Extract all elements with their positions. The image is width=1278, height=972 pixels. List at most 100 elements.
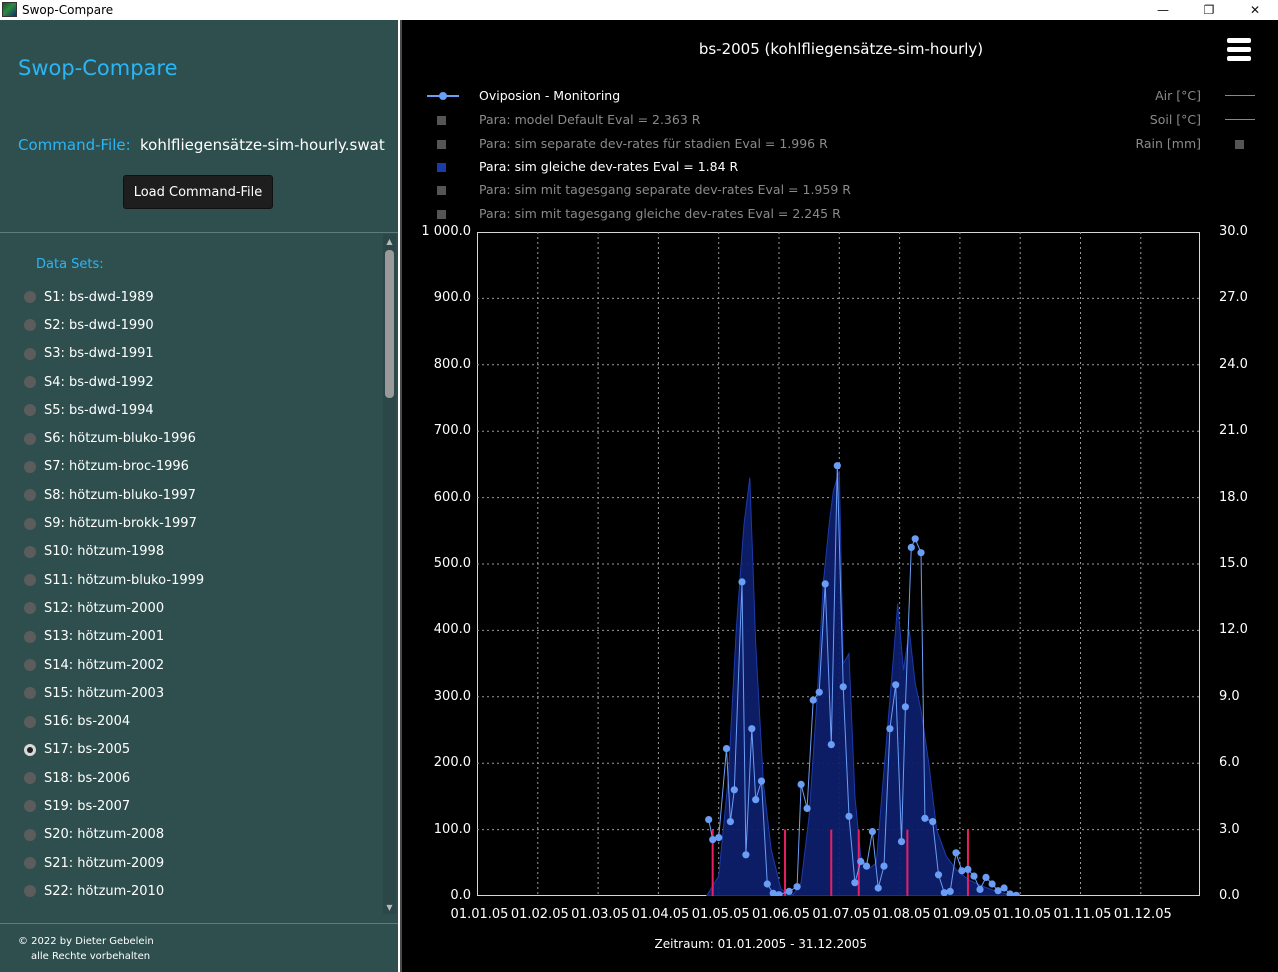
legend-right-label[interactable]: Soil [°C] xyxy=(1149,112,1201,127)
monitoring-point xyxy=(907,543,915,551)
dataset-radio[interactable] xyxy=(24,630,36,643)
legend-label[interactable]: Para: sim mit tagesgang gleiche dev-rate… xyxy=(479,206,841,221)
dataset-radio[interactable] xyxy=(24,715,36,728)
dataset-item[interactable]: S3: bs-dwd-1991 xyxy=(24,340,374,368)
monitoring-point xyxy=(911,535,919,543)
legend-right-box[interactable] xyxy=(1235,140,1244,149)
legend-color-box[interactable] xyxy=(437,140,446,149)
scroll-up-icon[interactable]: ▲ xyxy=(386,236,393,246)
dataset-item[interactable]: S19: bs-2007 xyxy=(24,792,374,820)
dataset-radio[interactable] xyxy=(24,347,36,360)
dataset-radio[interactable] xyxy=(24,800,36,813)
y-right-tick-label: 6.0 xyxy=(1219,755,1240,771)
y-tick-label: 200.0 xyxy=(433,755,471,771)
monitoring-point xyxy=(868,828,876,836)
dataset-radio[interactable] xyxy=(24,432,36,445)
dataset-label: S8: hötzum-bluko-1997 xyxy=(44,487,196,503)
load-command-file-button[interactable]: Load Command-File xyxy=(123,175,273,209)
scroll-thumb[interactable] xyxy=(385,250,394,398)
maximize-button[interactable]: ❐ xyxy=(1203,3,1215,17)
minimize-button[interactable]: — xyxy=(1157,3,1169,17)
legend-line-marker[interactable] xyxy=(427,92,459,100)
dataset-radio[interactable] xyxy=(24,857,36,870)
legend-color-box[interactable] xyxy=(437,116,446,125)
hamburger-menu-icon[interactable] xyxy=(1227,38,1251,64)
monitoring-point xyxy=(940,889,948,896)
x-tick-label: 01.09.05 xyxy=(932,907,991,922)
dataset-item[interactable]: S16: bs-2004 xyxy=(24,707,374,735)
dataset-radio[interactable] xyxy=(24,545,36,558)
monitoring-point xyxy=(833,462,841,470)
dataset-item[interactable]: S1: bs-dwd-1989 xyxy=(24,283,374,311)
dataset-item[interactable]: S13: hötzum-2001 xyxy=(24,623,374,651)
y-right-tick-label: 24.0 xyxy=(1219,356,1248,372)
legend-right-label[interactable]: Air [°C] xyxy=(1155,88,1201,103)
dataset-radio[interactable] xyxy=(24,885,36,898)
dataset-radio[interactable] xyxy=(24,743,36,756)
dataset-radio[interactable] xyxy=(24,319,36,332)
dataset-label: S5: bs-dwd-1994 xyxy=(44,402,154,418)
dataset-radio[interactable] xyxy=(24,659,36,671)
dataset-radio[interactable] xyxy=(24,404,36,417)
dataset-radio[interactable] xyxy=(24,517,36,530)
legend-color-box[interactable] xyxy=(437,186,446,195)
dataset-radio[interactable] xyxy=(24,291,36,304)
dataset-scrollbar[interactable]: ▲ ▼ xyxy=(383,234,396,914)
copyright-text: © 2022 by Dieter Gebelein xyxy=(18,936,154,947)
y-right-tick-label: 15.0 xyxy=(1219,556,1248,571)
monitoring-point xyxy=(851,879,859,887)
legend-label[interactable]: Para: sim separate dev-rates für stadien… xyxy=(479,136,828,151)
dataset-item[interactable]: S9: hötzum-brokk-1997 xyxy=(24,509,374,537)
dataset-radio[interactable] xyxy=(24,574,36,587)
dataset-radio[interactable] xyxy=(24,376,36,389)
dataset-radio[interactable] xyxy=(24,772,36,785)
dataset-item[interactable]: S7: hötzum-broc-1996 xyxy=(24,453,374,481)
y-tick-label: 800.0 xyxy=(433,356,471,372)
legend-label[interactable]: Para: model Default Eval = 2.363 R xyxy=(479,112,701,127)
scroll-down-icon[interactable]: ▼ xyxy=(386,902,393,912)
dataset-item[interactable]: S20: hötzum-2008 xyxy=(24,821,374,849)
monitoring-point xyxy=(886,725,894,733)
app-icon xyxy=(2,2,17,17)
dataset-item[interactable]: S12: hötzum-2000 xyxy=(24,594,374,622)
legend-label[interactable]: Para: sim gleiche dev-rates Eval = 1.84 … xyxy=(479,159,739,174)
dataset-label: S17: bs-2005 xyxy=(44,742,131,758)
rights-text: alle Rechte vorbehalten xyxy=(31,951,151,962)
dataset-item[interactable]: S15: hötzum-2003 xyxy=(24,679,374,707)
dataset-item[interactable]: S17: bs-2005 xyxy=(24,736,374,764)
chart-plot-area xyxy=(477,232,1200,896)
monitoring-point xyxy=(1012,891,1020,896)
sidebar-divider xyxy=(0,232,398,233)
close-button[interactable]: ✕ xyxy=(1249,3,1261,17)
dataset-item[interactable]: S21: hötzum-2009 xyxy=(24,849,374,877)
y-right-tick-label: 3.0 xyxy=(1219,821,1240,837)
dataset-radio[interactable] xyxy=(24,602,36,615)
dataset-item[interactable]: S5: bs-dwd-1994 xyxy=(24,396,374,424)
dataset-radio[interactable] xyxy=(24,687,36,700)
dataset-label: S19: bs-2007 xyxy=(44,798,131,814)
dataset-label: S22: hötzum-2010 xyxy=(44,883,165,899)
dataset-item[interactable]: S11: hötzum-bluko-1999 xyxy=(24,566,374,594)
dataset-label: S9: hötzum-brokk-1997 xyxy=(44,516,197,532)
legend-label[interactable]: Oviposion - Monitoring xyxy=(479,88,621,103)
dataset-item[interactable]: S2: bs-dwd-1990 xyxy=(24,311,374,339)
legend-right-line[interactable] xyxy=(1225,95,1255,96)
dataset-radio[interactable] xyxy=(24,828,36,841)
dataset-item[interactable]: S6: hötzum-bluko-1996 xyxy=(24,424,374,452)
monitoring-point xyxy=(921,814,929,822)
legend-right-label[interactable]: Rain [mm] xyxy=(1135,136,1201,151)
dataset-item[interactable]: S14: hötzum-2002 xyxy=(24,651,374,679)
legend-right-line[interactable] xyxy=(1225,119,1255,120)
dataset-item[interactable]: S10: hötzum-1998 xyxy=(24,538,374,566)
dataset-radio[interactable] xyxy=(24,460,36,473)
dataset-item[interactable]: S4: bs-dwd-1992 xyxy=(24,368,374,396)
dataset-item[interactable]: S22: hötzum-2010 xyxy=(24,877,374,905)
dataset-item[interactable]: S18: bs-2006 xyxy=(24,764,374,792)
legend-label[interactable]: Para: sim mit tagesgang separate dev-rat… xyxy=(479,182,851,197)
legend-color-box[interactable] xyxy=(437,210,446,219)
dataset-item[interactable]: S8: hötzum-bluko-1997 xyxy=(24,481,374,509)
legend-color-box[interactable] xyxy=(437,163,446,172)
monitoring-point xyxy=(982,873,990,882)
dataset-radio[interactable] xyxy=(24,489,36,502)
monitoring-point xyxy=(815,688,823,696)
